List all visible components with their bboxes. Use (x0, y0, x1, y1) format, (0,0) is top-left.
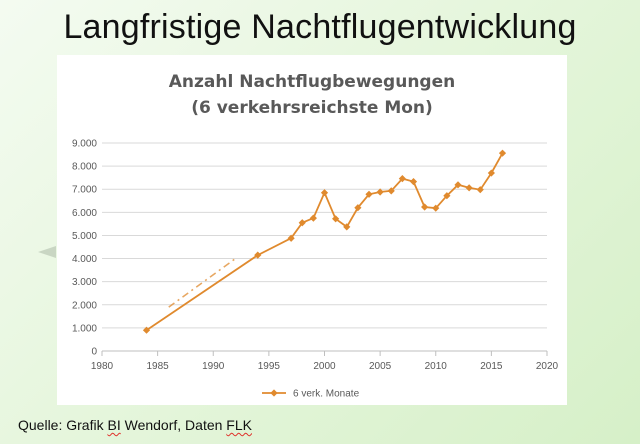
y-tick-label: 8.000 (72, 162, 97, 173)
legend-marker (270, 389, 278, 397)
data-point (332, 215, 340, 223)
series-line (145, 152, 504, 331)
data-point (398, 174, 406, 183)
y-tick-label: 7.000 (72, 185, 97, 196)
source-bi: BI (107, 417, 121, 433)
data-point (476, 186, 484, 194)
decorative-arrow-icon (38, 246, 56, 258)
x-tick-label: 1995 (258, 361, 281, 372)
series (142, 149, 507, 334)
data-point (354, 204, 362, 212)
source-prefix: Quelle: Grafik (18, 417, 108, 433)
data-point (298, 219, 306, 227)
slide-title: Langfristige Nachtflugentwicklung (63, 8, 577, 46)
data-point (343, 223, 351, 231)
data-point (142, 326, 151, 334)
x-tick-label: 1990 (202, 361, 225, 372)
source-flk: FLK (226, 417, 252, 433)
data-point (287, 234, 295, 242)
legend: 6 verk. Monate (262, 389, 360, 400)
data-point (376, 188, 384, 196)
data-point (443, 192, 451, 200)
x-tick-label: 2015 (480, 361, 503, 372)
trend-dashed-line (168, 257, 236, 308)
axes: 0 1.000 2.000 3.000 4.000 5.000 6.000 7.000 8.00… (72, 139, 559, 373)
data-point (320, 189, 329, 197)
data-point (421, 203, 429, 211)
data-point (309, 214, 317, 222)
y-tick-label: 3.000 (72, 277, 97, 288)
data-point (409, 177, 418, 186)
x-tick-label: 1985 (147, 361, 170, 372)
source-note: Quelle: Grafik BI Wendorf, Daten FLK (18, 417, 252, 433)
y-tick-label: 0 (91, 347, 97, 358)
y-tick-label: 6.000 (72, 208, 97, 219)
chart-subtitle: (6 verkehrsreichste Mon) (191, 98, 433, 118)
chart-panel: Anzahl Nachtflugbewegungen (6 verkehrsre… (57, 55, 567, 405)
legend-label: 6 verk. Monate (293, 389, 360, 400)
y-tick-label: 1.000 (72, 323, 97, 334)
x-tick-label: 2000 (313, 361, 336, 372)
y-tick-label: 4.000 (72, 254, 97, 265)
x-tick-label: 2005 (369, 361, 392, 372)
y-tick-label: 5.000 (72, 231, 97, 242)
chart-title: Anzahl Nachtflugbewegungen (169, 72, 455, 92)
data-point (454, 181, 462, 189)
data-point (387, 187, 395, 195)
data-point (254, 251, 262, 259)
y-tick-label: 2.000 (72, 300, 97, 311)
line-chart: Anzahl Nachtflugbewegungen (6 verkehrsre… (72, 72, 559, 400)
x-tick-label: 2020 (536, 361, 559, 372)
x-tick-label: 1980 (91, 361, 114, 372)
data-point (432, 204, 440, 212)
data-point (465, 184, 473, 192)
data-point (498, 149, 507, 157)
source-mid: Wendorf, Daten (120, 417, 227, 433)
grid (102, 142, 547, 329)
data-point (365, 190, 373, 198)
data-point (487, 169, 495, 177)
x-tick-label: 2010 (425, 361, 448, 372)
y-tick-label: 9.000 (72, 139, 97, 150)
